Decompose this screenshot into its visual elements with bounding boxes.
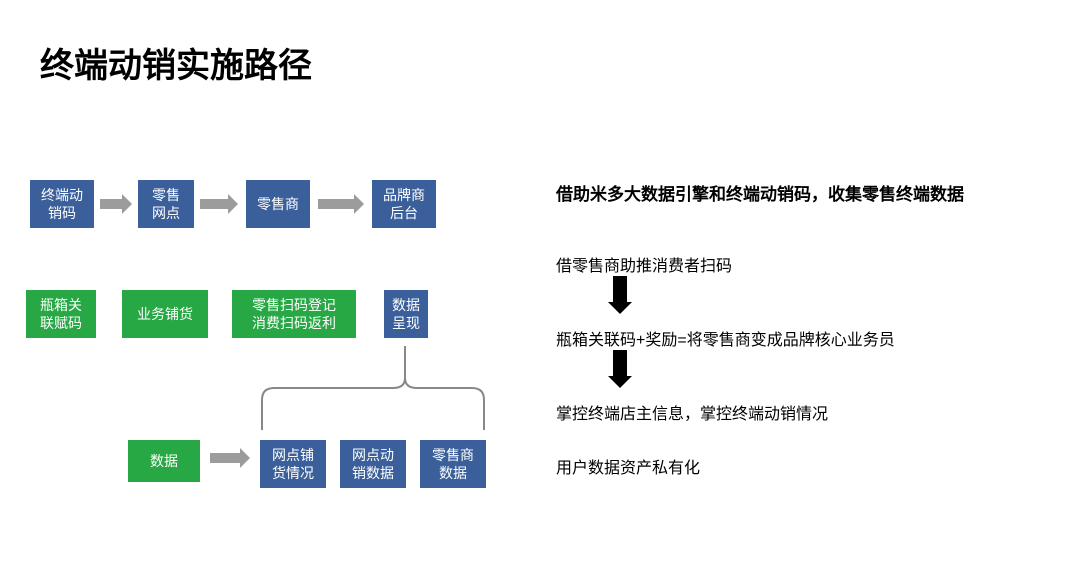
side-heading: 借助米多大数据引擎和终端动销码，收集零售终端数据 [556, 180, 964, 205]
side-line-2: 掌控终端店主信息，掌控终端动销情况 [556, 400, 828, 424]
node-data: 数据 [128, 440, 200, 482]
arrow-right [210, 448, 250, 468]
page-title: 终端动销实施路径 [40, 38, 312, 87]
side-arrow-down [608, 276, 632, 314]
node-biz-stock: 业务铺货 [122, 290, 208, 338]
node-retail-outlet: 零售 网点 [138, 180, 194, 228]
node-outlet-stock: 网点铺 货情况 [260, 440, 326, 488]
arrow-right [100, 194, 132, 214]
side-line-0: 借零售商助推消费者扫码 [556, 252, 732, 276]
node-terminal-code: 终端动 销码 [30, 180, 94, 228]
node-outlet-sales: 网点动 销数据 [340, 440, 406, 488]
node-scan-rebate: 零售扫码登记 消费扫码返利 [232, 290, 356, 338]
side-line-1: 瓶箱关联码+奖励=将零售商变成品牌核心业务员 [556, 326, 895, 350]
arrow-right [200, 194, 238, 214]
node-brand-backend: 品牌商 后台 [372, 180, 436, 228]
node-retailer-data: 零售商 数据 [420, 440, 486, 488]
side-line-3: 用户数据资产私有化 [556, 454, 700, 478]
side-arrow-down [608, 350, 632, 388]
arrow-right [318, 194, 364, 214]
brace [256, 346, 490, 436]
node-bottle-code: 瓶箱关 联赋码 [26, 290, 96, 338]
node-data-present: 数据 呈现 [384, 290, 428, 338]
node-retailer: 零售商 [246, 180, 310, 228]
